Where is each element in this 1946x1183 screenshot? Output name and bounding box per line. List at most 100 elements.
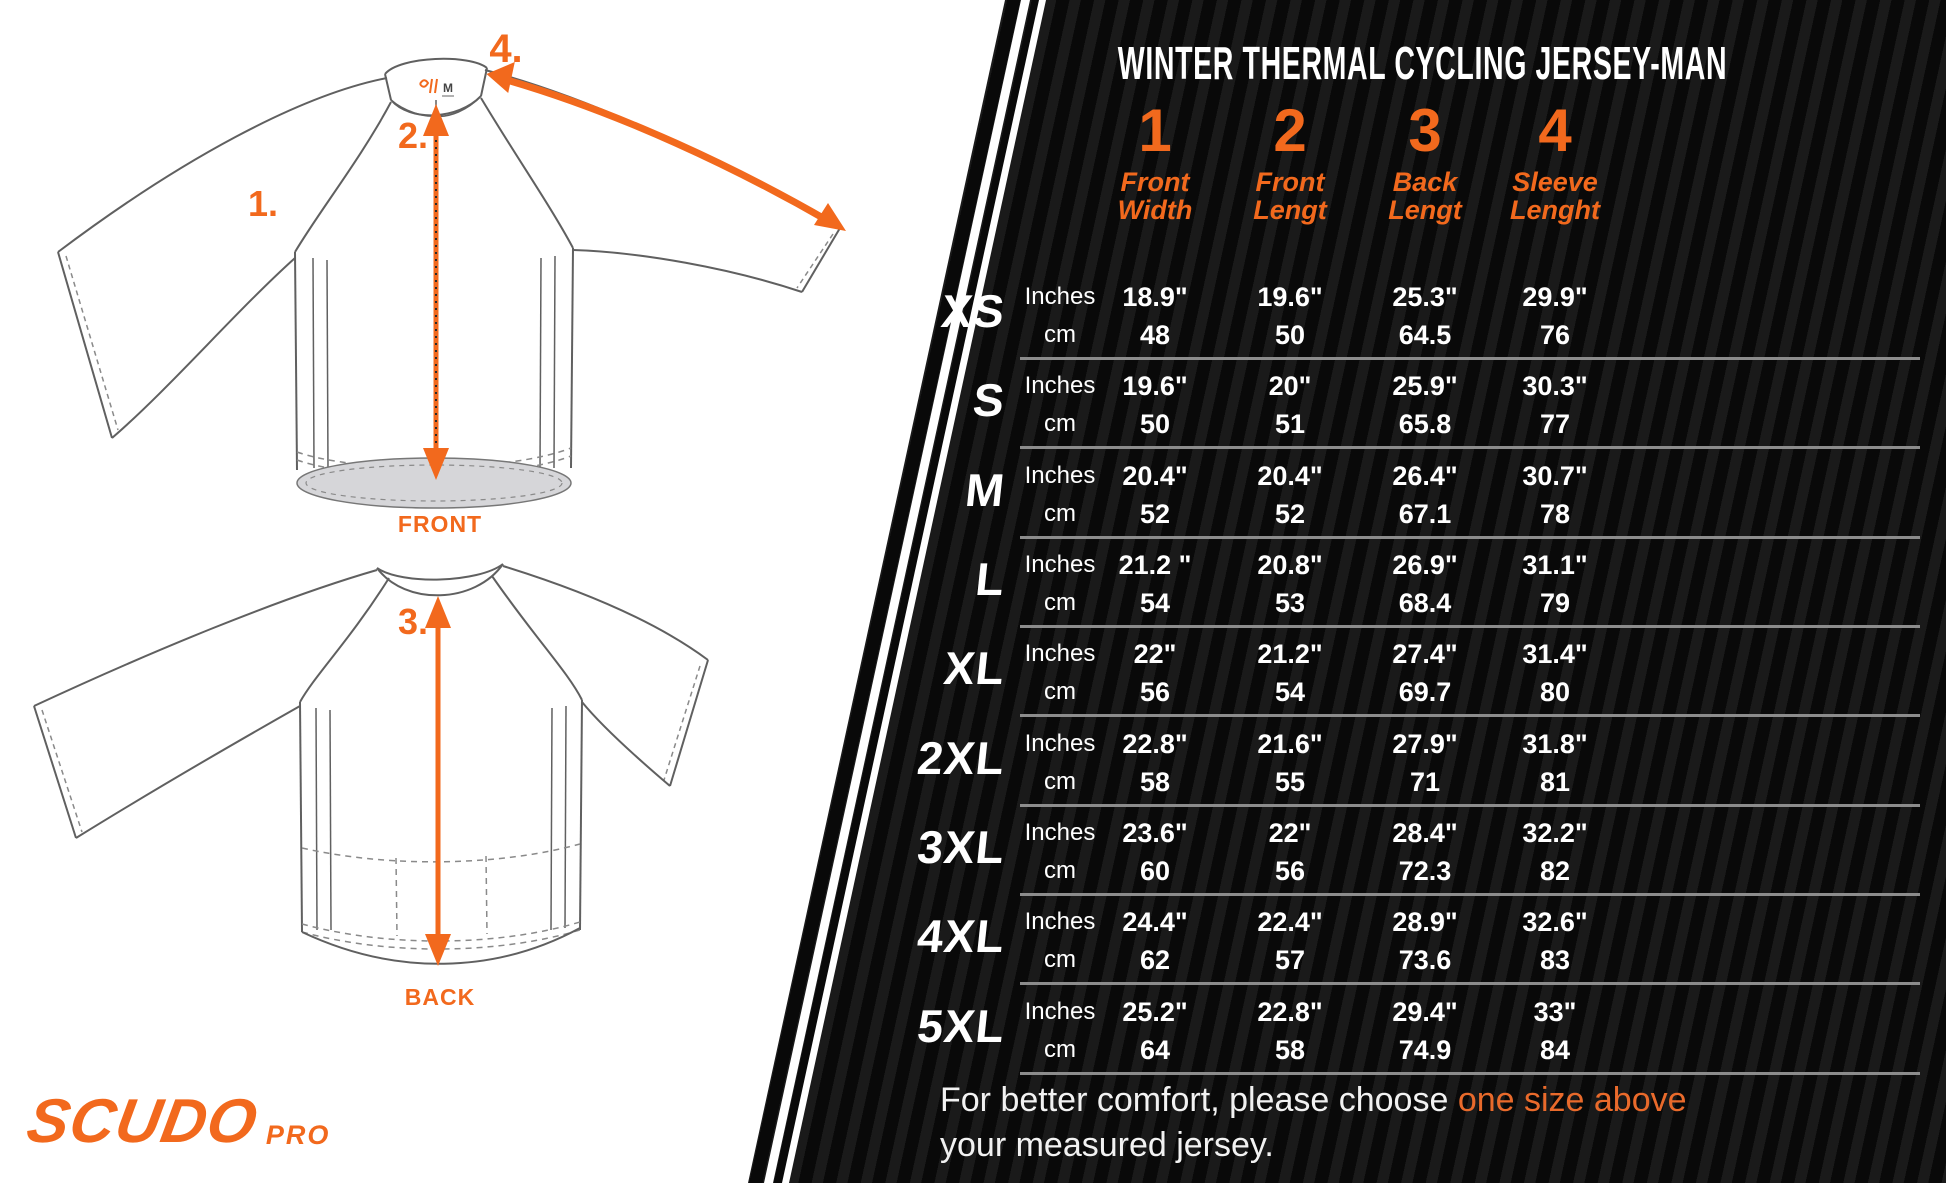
- value-cm-front-length: 52: [1274, 499, 1306, 529]
- value-cm-back-length: 72.3: [1398, 856, 1452, 886]
- value-inches-front-length: 20.8": [1257, 550, 1323, 580]
- value-inches-front-width: 25.2": [1122, 997, 1188, 1027]
- comfort-note-highlight: one size above: [1457, 1081, 1687, 1119]
- size-row-l: L Inches 21.2 " 20.8" 26.9" 31.1" cm 54 …: [0, 546, 1946, 635]
- column-1-number: 1: [1138, 97, 1172, 164]
- row-divider: [1020, 357, 1920, 360]
- front-caption: FRONT: [398, 511, 482, 537]
- row-divider: [1020, 625, 1920, 628]
- unit-cm: cm: [1044, 500, 1076, 527]
- brand-logo-suffix: PRO: [265, 1120, 331, 1150]
- unit-inches: Inches: [1024, 462, 1096, 489]
- value-inches-front-length: 21.2": [1257, 639, 1323, 669]
- unit-inches: Inches: [1024, 640, 1096, 667]
- unit-cm: cm: [1044, 946, 1076, 973]
- value-cm-back-length: 67.1: [1398, 499, 1452, 529]
- comfort-note: For better comfort, please choose one si…: [940, 1078, 1687, 1168]
- value-inches-sleeve-length: 31.1": [1522, 550, 1588, 580]
- value-cm-sleeve-length: 78: [1539, 499, 1571, 529]
- column-3-header: Back Lengt: [1350, 168, 1500, 224]
- value-cm-front-length: 54: [1274, 677, 1306, 707]
- chart-title: WINTER THERMAL CYCLING JERSEY-MAN: [1117, 37, 1728, 89]
- value-inches-sleeve-length: 31.8": [1522, 729, 1588, 759]
- value-inches-back-length: 25.3": [1392, 282, 1458, 312]
- size-row-m: M Inches 20.4" 20.4" 26.4" 30.7" cm 52 5…: [0, 457, 1946, 546]
- value-inches-back-length: 29.4": [1392, 997, 1458, 1027]
- value-inches-front-width: 20.4": [1122, 461, 1188, 491]
- size-row-xs: XS Inches 18.9" 19.6" 25.3" 29.9" cm 48 …: [0, 278, 1946, 367]
- jersey-technical-drawing: M 1. 2. 4. FRONT: [33, 27, 846, 1010]
- unit-cm: cm: [1044, 1036, 1076, 1063]
- value-cm-sleeve-length: 84: [1539, 1035, 1571, 1065]
- column-2-header: Front Lengt: [1215, 168, 1365, 224]
- value-inches-front-length: 20.4": [1257, 461, 1323, 491]
- value-cm-back-length: 64.5: [1398, 320, 1452, 350]
- value-cm-sleeve-length: 77: [1539, 409, 1571, 439]
- value-cm-sleeve-length: 81: [1539, 767, 1571, 797]
- column-2-header-line2: Lengt: [1253, 195, 1327, 225]
- column-2-number: 2: [1273, 97, 1307, 164]
- value-inches-back-length: 26.9": [1392, 550, 1458, 580]
- size-row-xl: XL Inches 22" 21.2" 27.4" 31.4" cm 56 54…: [0, 635, 1946, 724]
- value-cm-front-length: 51: [1274, 409, 1306, 439]
- sleeve-length-arrow: [486, 62, 846, 231]
- value-cm-front-length: 56: [1274, 856, 1306, 886]
- back-caption: BACK: [405, 984, 475, 1010]
- unit-inches: Inches: [1024, 551, 1096, 578]
- value-cm-front-length: 50: [1274, 320, 1306, 350]
- size-row-2xl: 2XL Inches 22.8" 21.6" 27.9" 31.8" cm 58…: [0, 725, 1946, 814]
- value-inches-front-width: 24.4": [1122, 907, 1188, 937]
- value-cm-front-length: 58: [1274, 1035, 1306, 1065]
- value-inches-front-width: 23.6": [1122, 818, 1188, 848]
- value-inches-sleeve-length: 32.2": [1522, 818, 1588, 848]
- collar-tag: M: [419, 78, 454, 97]
- row-divider: [1020, 982, 1920, 985]
- value-cm-front-width: 64: [1139, 1035, 1171, 1065]
- value-cm-sleeve-length: 83: [1539, 945, 1571, 975]
- value-inches-front-length: 19.6": [1257, 282, 1323, 312]
- value-inches-sleeve-length: 30.3": [1522, 371, 1588, 401]
- column-4-header-line2: Lenght: [1510, 195, 1600, 225]
- value-inches-front-length: 21.6": [1257, 729, 1323, 759]
- value-inches-front-length: 22.4": [1257, 907, 1323, 937]
- tag-size-letter: M: [443, 81, 453, 95]
- value-inches-back-length: 28.4": [1392, 818, 1458, 848]
- value-inches-back-length: 27.9": [1392, 729, 1458, 759]
- value-inches-front-width: 21.2 ": [1118, 550, 1192, 580]
- column-4-header: Sleeve Lenght: [1480, 168, 1630, 224]
- value-cm-back-length: 69.7: [1398, 677, 1452, 707]
- marker-3-label: 3.: [398, 601, 428, 642]
- value-cm-sleeve-length: 76: [1539, 320, 1571, 350]
- marker-2-label: 2.: [398, 115, 428, 156]
- row-divider: [1020, 893, 1920, 896]
- column-3-header-line2: Lengt: [1388, 195, 1462, 225]
- value-inches-sleeve-length: 31.4": [1522, 639, 1588, 669]
- value-cm-front-width: 54: [1139, 588, 1171, 618]
- comfort-note-line2: your measured jersey.: [940, 1126, 1274, 1164]
- unit-cm: cm: [1044, 768, 1076, 795]
- value-cm-back-length: 71: [1409, 767, 1441, 797]
- unit-cm: cm: [1044, 589, 1076, 616]
- brand-logo-name: SCUDO: [22, 1087, 264, 1156]
- value-inches-front-width: 22": [1133, 639, 1177, 669]
- value-inches-back-length: 25.9": [1392, 371, 1458, 401]
- value-cm-back-length: 73.6: [1398, 945, 1452, 975]
- marker-1-label: 1.: [248, 183, 278, 224]
- unit-inches: Inches: [1024, 908, 1096, 935]
- value-inches-sleeve-length: 33": [1533, 997, 1577, 1027]
- value-inches-sleeve-length: 30.7": [1522, 461, 1588, 491]
- unit-inches: Inches: [1024, 283, 1096, 310]
- value-cm-front-width: 62: [1139, 945, 1171, 975]
- value-cm-front-width: 48: [1139, 320, 1171, 350]
- brand-logo: SCUDO PRO: [22, 1087, 331, 1156]
- value-cm-front-width: 52: [1139, 499, 1171, 529]
- value-cm-front-width: 56: [1139, 677, 1171, 707]
- size-row-5xl: 5XL Inches 25.2" 22.8" 29.4" 33" cm 64 5…: [0, 993, 1946, 1082]
- value-cm-front-length: 57: [1274, 945, 1306, 975]
- comfort-note-line1: For better comfort, please choose one si…: [940, 1078, 1687, 1123]
- value-inches-back-length: 26.4": [1392, 461, 1458, 491]
- column-1-header: Front Width: [1080, 168, 1230, 224]
- value-cm-back-length: 65.8: [1398, 409, 1452, 439]
- value-inches-front-length: 22.8": [1257, 997, 1323, 1027]
- column-4-header-line1: Sleeve: [1512, 167, 1598, 197]
